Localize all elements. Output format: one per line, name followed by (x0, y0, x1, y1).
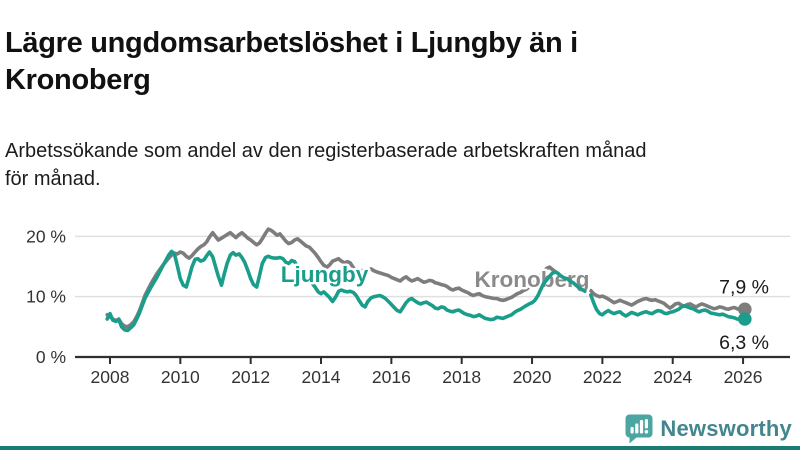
newsworthy-logo: Newsworthy (625, 414, 792, 444)
logo-bar-medium (635, 423, 639, 434)
newsworthy-logo-icon (625, 414, 653, 444)
x-axis-label: 2020 (513, 367, 552, 387)
series-label-ljungby: Ljungby (281, 262, 369, 287)
end-value-label-kronoberg: 7,9 % (719, 276, 769, 298)
series-label-kronoberg: Kronoberg (475, 267, 590, 292)
y-axis-label: 0 % (36, 347, 66, 367)
logo-exclamation-dot (645, 430, 649, 434)
title-line-1: Lägre ungdomsarbetslöshet i Ljungby än i (5, 27, 578, 60)
series-line-kronoberg-1 (588, 288, 747, 312)
subtitle-line-1: Arbetssökande som andel av den registerb… (5, 140, 647, 162)
x-axis-label: 2026 (724, 367, 763, 387)
y-axis-label: 10 % (26, 287, 66, 307)
brand-name: Newsworthy (660, 416, 792, 441)
title-line-2: Kronoberg (5, 64, 151, 97)
x-axis-label: 2024 (653, 367, 692, 387)
series-line-ljungby-1 (588, 293, 747, 322)
x-axis-label: 2014 (302, 367, 341, 387)
series-line-ljungby-0 (105, 249, 587, 333)
y-axis-label: 20 % (26, 226, 66, 246)
end-value-label-ljungby: 6,3 % (719, 332, 769, 354)
x-axis-label: 2016 (372, 367, 411, 387)
line-chart: 0 % 10 % 20 % 2008 2010 2012 2014 2016 2018 2020 2… (0, 200, 800, 400)
page-title: Lägre ungdomsarbetslöshet i Ljungby än i… (5, 25, 765, 99)
x-axis-label: 2012 (231, 367, 270, 387)
subtitle-line-2: för månad. (5, 168, 101, 190)
logo-exclamation-stem (645, 419, 649, 429)
x-axis-label: 2010 (161, 367, 200, 387)
x-axis-label: 2008 (91, 367, 130, 387)
bottom-accent-bar (0, 446, 800, 450)
chart-subtitle: Arbetssökande som andel av den registerb… (5, 137, 785, 193)
logo-bar-small (630, 427, 635, 434)
end-dot-kronoberg (738, 302, 752, 317)
series-line-kronoberg-0 (105, 227, 587, 329)
logo-bar-tall (640, 420, 644, 434)
chart-canvas: 0 % 10 % 20 % 2008 2010 2012 2014 2016 2018 2020 2… (26, 226, 790, 387)
end-dot-ljungby (738, 312, 752, 326)
x-axis-label: 2018 (442, 367, 481, 387)
x-axis-label: 2022 (583, 367, 622, 387)
